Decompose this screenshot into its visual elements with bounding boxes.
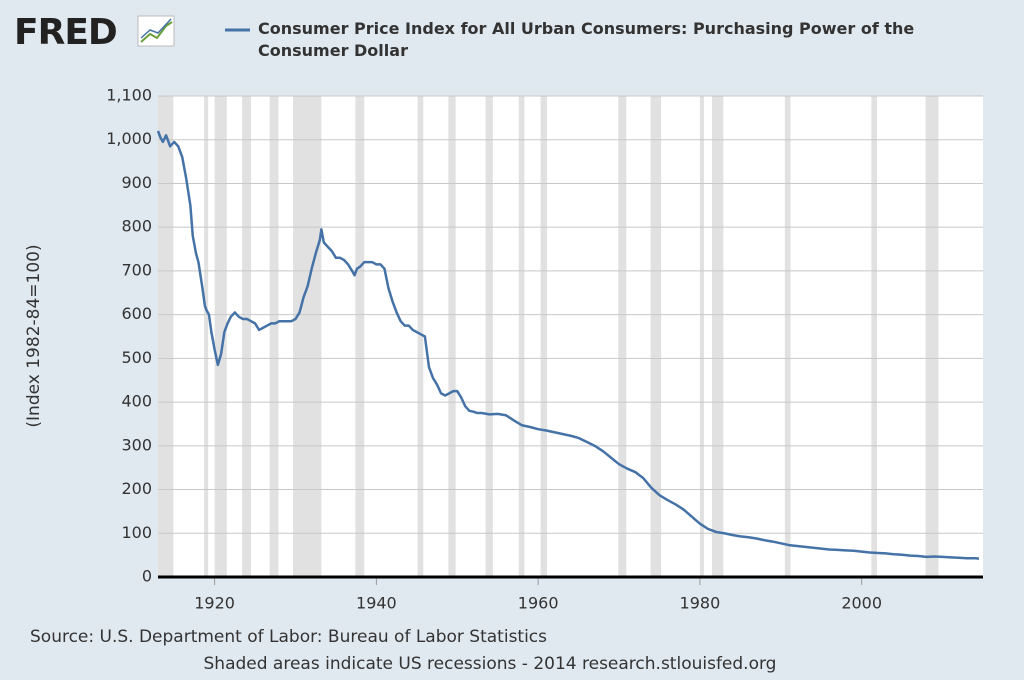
y-axis-label: (Index 1982-84=100) — [24, 244, 44, 427]
x-tick-label: 1940 — [356, 594, 397, 613]
recession-band — [214, 96, 227, 577]
series-line — [156, 130, 980, 560]
logo-icon — [137, 15, 175, 47]
recession-band — [871, 96, 878, 577]
recession-band — [355, 96, 365, 577]
y-tick-label: 900 — [121, 173, 152, 192]
y-tick-label: 700 — [121, 260, 152, 279]
recession-band — [618, 96, 627, 577]
x-tick-label: 1920 — [194, 594, 235, 613]
recession-band — [784, 96, 791, 577]
recession-band — [518, 96, 525, 577]
y-tick-label: 0 — [142, 567, 152, 586]
recession-band — [417, 96, 424, 577]
source: Source: U.S. Department of Labor: Bureau… — [30, 627, 547, 647]
x-tick-label: 2000 — [841, 594, 882, 613]
y-tick-label: 1,100 — [106, 86, 152, 105]
recession-band — [925, 96, 939, 577]
recession-band — [650, 96, 662, 577]
recession-band — [158, 96, 174, 577]
recession-band — [540, 96, 548, 577]
note: Shaded areas indicate US recessions - 20… — [204, 654, 777, 674]
y-tick-label: 300 — [121, 435, 152, 454]
y-tick-label: 500 — [121, 348, 152, 367]
logo: FRED — [14, 12, 117, 53]
x-tick-label: 1980 — [680, 594, 721, 613]
legend-entry: Consumer Price Index for All Urban Consu… — [258, 19, 915, 60]
y-tick-label: 100 — [121, 523, 152, 542]
recession-band — [448, 96, 456, 577]
y-tick-label: 400 — [121, 392, 152, 411]
y-tick-label: 200 — [121, 479, 152, 498]
y-tick-label: 800 — [121, 217, 152, 236]
x-tick-label: 1960 — [518, 594, 559, 613]
y-tick-label: 1,000 — [106, 129, 152, 148]
recession-band — [269, 96, 279, 577]
recession-band — [712, 96, 724, 577]
recession-band — [293, 96, 322, 577]
recession-band — [204, 96, 209, 577]
recession-band — [485, 96, 493, 577]
y-tick-label: 600 — [121, 304, 152, 323]
plot-area — [158, 96, 983, 577]
recession-band — [699, 96, 704, 577]
recession-band — [242, 96, 252, 577]
